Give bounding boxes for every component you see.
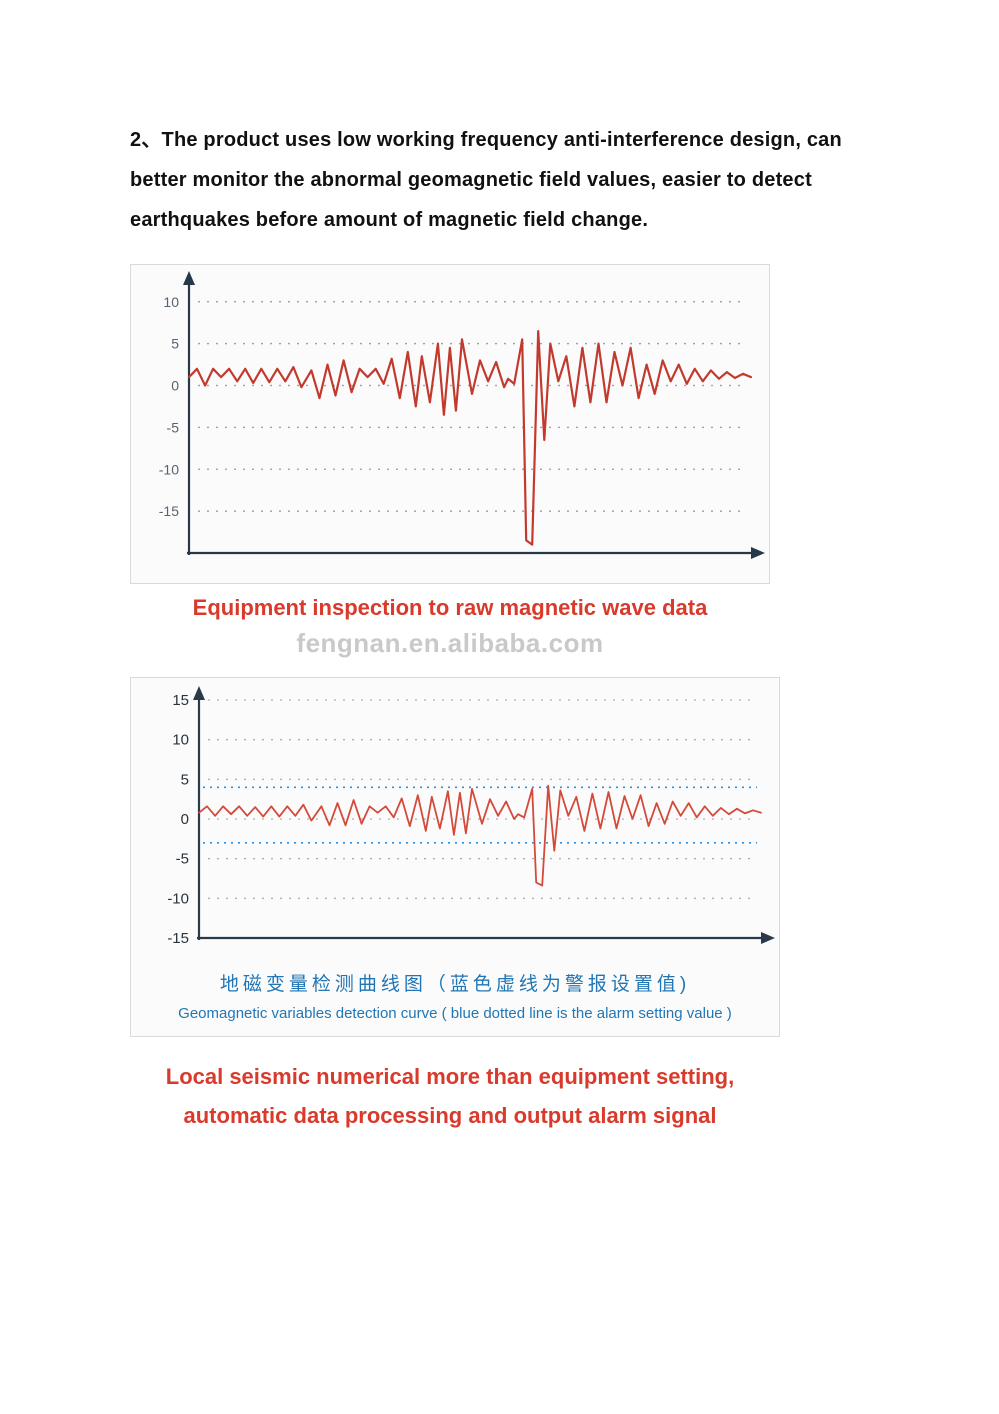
svg-text:0: 0 bbox=[171, 378, 179, 394]
chart2-caption-line2: automatic data processing and output ala… bbox=[130, 1092, 770, 1140]
chart2-panel: -15 -10 -5 0 5 10 15 地磁变量检测曲线图（蓝色虚线为警报设置值) Geo… bbox=[130, 677, 780, 1037]
svg-text:-5: -5 bbox=[167, 419, 180, 435]
page: 2、The product uses low working frequency… bbox=[0, 0, 999, 1414]
chart1-caption: Equipment inspection to raw magnetic wav… bbox=[130, 584, 770, 632]
chart1-svg: -15 -10 -5 0 5 10 bbox=[131, 265, 771, 585]
section-heading: 2、The product uses low working frequency… bbox=[130, 120, 869, 240]
svg-text:5: 5 bbox=[181, 772, 189, 789]
svg-text:5: 5 bbox=[171, 336, 179, 352]
svg-text:-10: -10 bbox=[159, 461, 179, 477]
svg-text:-10: -10 bbox=[167, 891, 189, 908]
svg-text:10: 10 bbox=[172, 732, 189, 749]
svg-text:0: 0 bbox=[181, 811, 189, 828]
svg-text:-15: -15 bbox=[167, 930, 189, 947]
chart2-caption-en: Geomagnetic variables detection curve ( … bbox=[131, 1005, 779, 1022]
svg-text:-15: -15 bbox=[159, 503, 179, 519]
chart1-panel: -15 -10 -5 0 5 10 bbox=[130, 264, 770, 584]
chart2-caption-cn: 地磁变量检测曲线图（蓝色虚线为警报设置值) bbox=[131, 969, 779, 996]
svg-text:-5: -5 bbox=[176, 851, 189, 868]
svg-text:15: 15 bbox=[172, 692, 189, 709]
watermark: fengnan.en.alibaba.com bbox=[130, 628, 770, 659]
svg-text:10: 10 bbox=[163, 294, 179, 310]
